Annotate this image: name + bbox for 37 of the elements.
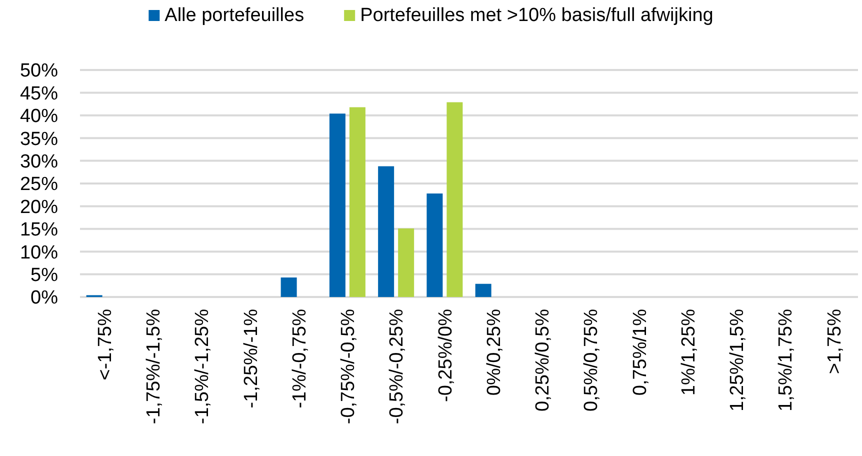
bar (475, 284, 492, 297)
x-tick-label: 0,25%/0,5% (532, 308, 554, 412)
x-tick-label: -0,5%/-0,25% (386, 308, 408, 424)
bar (446, 102, 463, 297)
bar (349, 107, 366, 297)
y-tick-label: 30% (20, 151, 58, 172)
y-tick-label: 0% (30, 288, 58, 309)
bar (426, 193, 443, 297)
legend-label: Portefeuilles met >10% basis/full afwijking (360, 5, 714, 26)
y-tick-label: 15% (20, 220, 58, 241)
x-tick-label: >1,75% (824, 308, 846, 374)
x-tick-label: <-1,75% (94, 308, 116, 380)
x-tick-label: -0,25%/0% (435, 308, 456, 402)
x-tick-label: -1,75%/-1,5% (144, 308, 165, 424)
y-tick-label: 10% (20, 242, 58, 264)
bar (378, 166, 394, 297)
legend-label: Alle portefeuilles (164, 5, 304, 26)
x-tick-label: 1%/1,25% (678, 308, 700, 396)
y-tick-label: 45% (20, 83, 58, 104)
x-tick-label: 0,5%/0,75% (581, 308, 602, 412)
y-tick-label: 20% (20, 196, 58, 218)
x-tick-label: 1,5%/1,75% (776, 308, 797, 412)
y-tick-label: 35% (20, 128, 58, 150)
x-tick-label: -0,75%/-0,5% (338, 308, 360, 424)
bar (280, 277, 297, 297)
x-tick-label: 0,75%/1% (630, 308, 651, 396)
x-tick-label: 1,25%/1,5% (727, 308, 748, 412)
bar (329, 114, 346, 297)
x-tick-label: 0%/0,25% (484, 308, 505, 396)
y-tick-label: 25% (20, 174, 58, 196)
bar (398, 228, 414, 297)
y-tick-label: 5% (30, 264, 58, 286)
x-tick-label: -1%/-0,75% (289, 308, 310, 408)
x-tick-label: -1,5%/-1,25% (192, 308, 214, 424)
y-tick-label: 50% (20, 60, 58, 82)
x-tick-label: -1,25%/-1% (240, 308, 262, 408)
y-tick-label: 40% (20, 106, 58, 128)
